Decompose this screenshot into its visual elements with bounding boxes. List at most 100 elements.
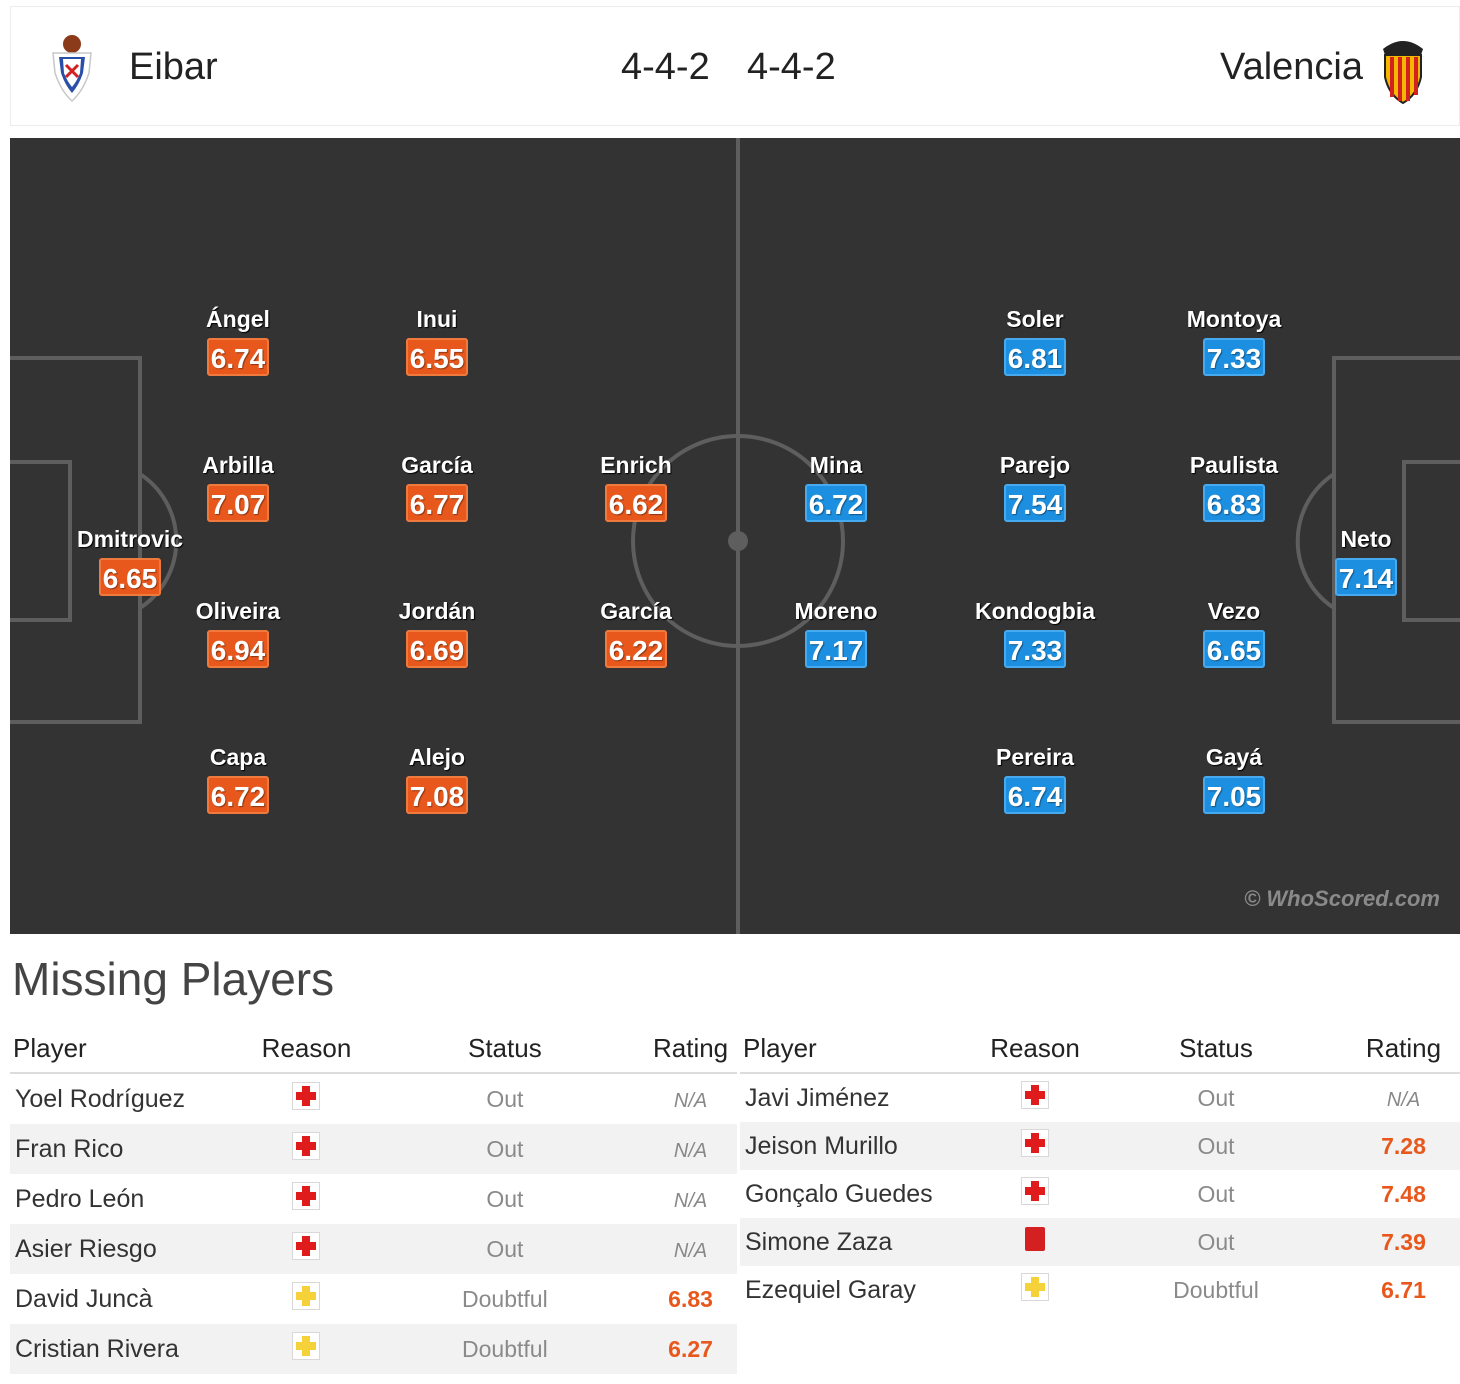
pitch: Dmitrovic 6.65 Ángel 6.74 Arbilla 7.07 O…: [10, 138, 1460, 934]
away-player-midfielder[interactable]: Parejo 7.54: [955, 452, 1115, 522]
missing-status: Out: [1085, 1122, 1347, 1170]
player-rating: 6.77: [405, 484, 469, 522]
home-player-forward[interactable]: Enrich 6.62: [556, 452, 716, 522]
home-player-midfielder[interactable]: Inui 6.55: [357, 306, 517, 376]
missing-player-name[interactable]: Cristian Rivera: [10, 1324, 248, 1374]
table-row[interactable]: Simone Zaza Out 7.39: [740, 1218, 1460, 1266]
missing-player-name[interactable]: Fran Rico: [10, 1124, 248, 1174]
table-row[interactable]: David Juncà Doubtful 6.83: [10, 1274, 737, 1324]
valencia-crest-icon: [1383, 41, 1423, 105]
missing-rating: 7.28: [1347, 1122, 1460, 1170]
player-name: Oliveira: [195, 598, 281, 624]
missing-player-name[interactable]: Javi Jiménez: [745, 1083, 890, 1112]
missing-rating: N/A: [644, 1224, 737, 1274]
home-team-name[interactable]: Eibar: [129, 46, 218, 88]
missing-reason: [247, 1324, 366, 1374]
missing-status: Out: [365, 1124, 645, 1174]
missing-reason: [985, 1073, 1085, 1122]
player-rating: 6.72: [206, 776, 270, 814]
rating-value: N/A: [673, 1139, 708, 1162]
column-header-player[interactable]: Player: [740, 1024, 985, 1074]
missing-rating: 6.27: [644, 1324, 737, 1374]
table-row[interactable]: Jeison Murillo Out 7.28: [740, 1122, 1460, 1170]
player-rating: 6.83: [1202, 484, 1266, 522]
away-player-defender[interactable]: Gayá 7.05: [1154, 744, 1314, 814]
away-player-midfielder[interactable]: Kondogbia 7.33: [955, 598, 1115, 668]
missing-reason: [247, 1224, 366, 1274]
home-player-defender[interactable]: Oliveira 6.94: [158, 598, 318, 668]
table-row[interactable]: Yoel Rodríguez Out N/A: [10, 1073, 737, 1124]
missing-player-name[interactable]: Asier Riesgo: [10, 1224, 248, 1274]
away-player-defender[interactable]: Paulista 6.83: [1154, 452, 1314, 522]
missing-reason: [985, 1122, 1085, 1170]
whoscored-watermark: © WhoScored.com: [1244, 886, 1440, 911]
missing-rating: N/A: [644, 1174, 737, 1224]
table-row[interactable]: Gonçalo Guedes Out 7.48: [740, 1170, 1460, 1218]
rating-value: 6.71: [1381, 1276, 1426, 1303]
missing-player-name[interactable]: Gonçalo Guedes: [745, 1179, 933, 1208]
home-missing-body: Yoel Rodríguez Out N/A Fran Rico Out N/A Pedro…: [10, 1073, 737, 1374]
player-rating: 7.05: [1202, 776, 1266, 814]
away-player-defender[interactable]: Vezo 6.65: [1154, 598, 1314, 668]
player-name: Capa: [209, 744, 267, 770]
player-name: Gayá: [1205, 744, 1263, 770]
missing-player-name[interactable]: Pedro León: [15, 1184, 145, 1213]
away-player-defender[interactable]: Montoya 7.33: [1154, 306, 1314, 376]
missing-player-name[interactable]: Yoel Rodríguez: [15, 1084, 186, 1113]
missing-player-name[interactable]: Jeison Murillo: [740, 1122, 985, 1170]
missing-rating: 6.83: [644, 1274, 737, 1324]
missing-player-name[interactable]: Simone Zaza: [740, 1218, 985, 1266]
missing-players-title: Missing Players: [12, 953, 335, 1005]
player-name: Enrich: [600, 452, 672, 478]
missing-player-name[interactable]: Ezequiel Garay: [745, 1275, 916, 1304]
home-player-forward[interactable]: García 6.22: [556, 598, 716, 668]
player-rating: 6.65: [1202, 630, 1266, 668]
player-rating: 6.72: [804, 484, 868, 522]
column-header-reason[interactable]: Reason: [247, 1024, 366, 1074]
column-header-status[interactable]: Status: [1085, 1024, 1347, 1074]
column-header-rating[interactable]: Rating: [644, 1024, 737, 1074]
player-rating: 6.94: [206, 630, 270, 668]
away-player-forward[interactable]: Mina 6.72: [756, 452, 916, 522]
home-player-defender[interactable]: Ángel 6.74: [158, 306, 318, 376]
missing-rating: 6.71: [1347, 1266, 1460, 1314]
table-row[interactable]: Pedro León Out N/A: [10, 1174, 737, 1224]
column-header-reason[interactable]: Reason: [985, 1024, 1085, 1074]
home-player-defender[interactable]: Arbilla 7.07: [158, 452, 318, 522]
player-name: Paulista: [1189, 452, 1279, 478]
table-row[interactable]: Ezequiel Garay Doubtful 6.71: [740, 1266, 1460, 1314]
player-name: Jordán: [398, 598, 476, 624]
away-player-goalkeeper[interactable]: Neto 7.14: [1286, 526, 1446, 596]
missing-reason: [985, 1170, 1085, 1218]
table-row[interactable]: Cristian Rivera Doubtful 6.27: [10, 1324, 737, 1374]
player-name: Inui: [416, 306, 458, 332]
home-player-goalkeeper[interactable]: Dmitrovic 6.65: [50, 526, 210, 596]
column-header-status[interactable]: Status: [365, 1024, 645, 1074]
home-player-midfielder[interactable]: Jordán 6.69: [357, 598, 517, 668]
table-row[interactable]: Asier Riesgo Out N/A: [10, 1224, 737, 1274]
player-name: García: [600, 598, 672, 624]
missing-status: Out: [365, 1224, 645, 1274]
player-rating: 6.74: [1003, 776, 1067, 814]
column-header-player[interactable]: Player: [10, 1024, 248, 1074]
home-player-midfielder[interactable]: García 6.77: [357, 452, 517, 522]
missing-status: Out: [1085, 1218, 1347, 1266]
player-name: Mina: [809, 452, 863, 478]
home-player-midfielder[interactable]: Alejo 7.08: [357, 744, 517, 814]
away-player-midfielder[interactable]: Soler 6.81: [955, 306, 1115, 376]
player-name: Arbilla: [202, 452, 274, 478]
player-rating: 6.74: [206, 338, 270, 376]
rating-value: 7.48: [1381, 1180, 1426, 1207]
column-header-rating[interactable]: Rating: [1347, 1024, 1460, 1074]
missing-status: Doubtful: [365, 1324, 645, 1374]
table-row[interactable]: Fran Rico Out N/A: [10, 1124, 737, 1174]
player-rating: 7.07: [206, 484, 270, 522]
missing-reason: [247, 1174, 365, 1224]
table-row[interactable]: Javi Jiménez Out N/A: [740, 1073, 1460, 1122]
missing-player-name[interactable]: David Juncà: [15, 1284, 153, 1313]
away-player-forward[interactable]: Moreno 7.17: [756, 598, 916, 668]
table-header-row: Player Reason Status Rating: [10, 1024, 737, 1074]
home-player-defender[interactable]: Capa 6.72: [158, 744, 318, 814]
away-team-name[interactable]: Valencia: [1220, 46, 1363, 88]
away-player-midfielder[interactable]: Pereira 6.74: [955, 744, 1115, 814]
